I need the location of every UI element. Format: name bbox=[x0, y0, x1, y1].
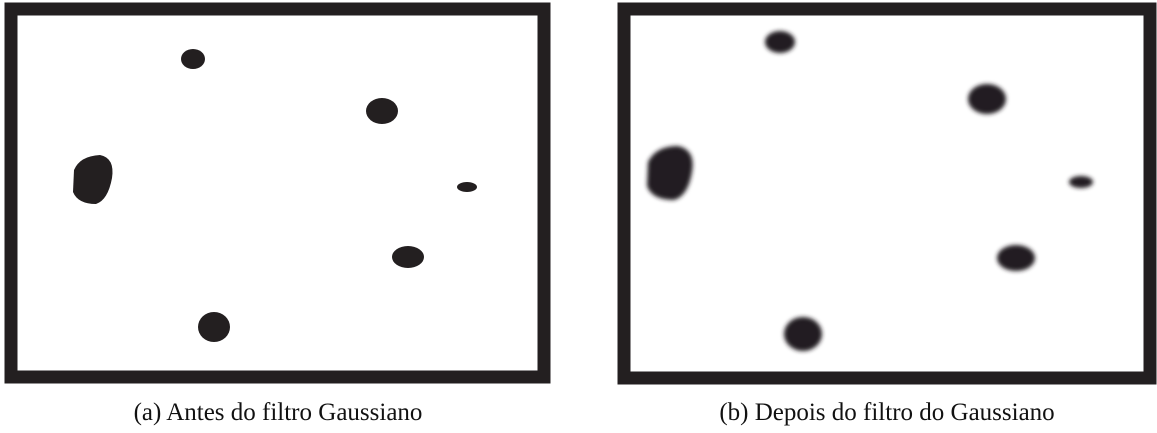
image-frame bbox=[624, 9, 1150, 378]
blob bbox=[181, 49, 205, 69]
page: (a) Antes do filtro Gaussiano (b) Depois… bbox=[0, 0, 1157, 428]
blob bbox=[968, 84, 1006, 114]
caption: (a) Antes do filtro Gaussiano bbox=[134, 399, 423, 426]
blob bbox=[765, 31, 795, 53]
caption: (b) Depois do filtro do Gaussiano bbox=[719, 399, 1054, 426]
blob bbox=[198, 312, 230, 342]
blob bbox=[392, 246, 424, 268]
blob bbox=[1069, 176, 1093, 188]
panel-b: (b) Depois do filtro do Gaussiano bbox=[624, 9, 1150, 426]
figure: (a) Antes do filtro Gaussiano (b) Depois… bbox=[0, 0, 1157, 428]
blob bbox=[997, 245, 1035, 271]
blob bbox=[366, 98, 398, 124]
panel-a: (a) Antes do filtro Gaussiano bbox=[11, 9, 544, 426]
blob bbox=[784, 317, 822, 351]
blob bbox=[457, 182, 477, 192]
